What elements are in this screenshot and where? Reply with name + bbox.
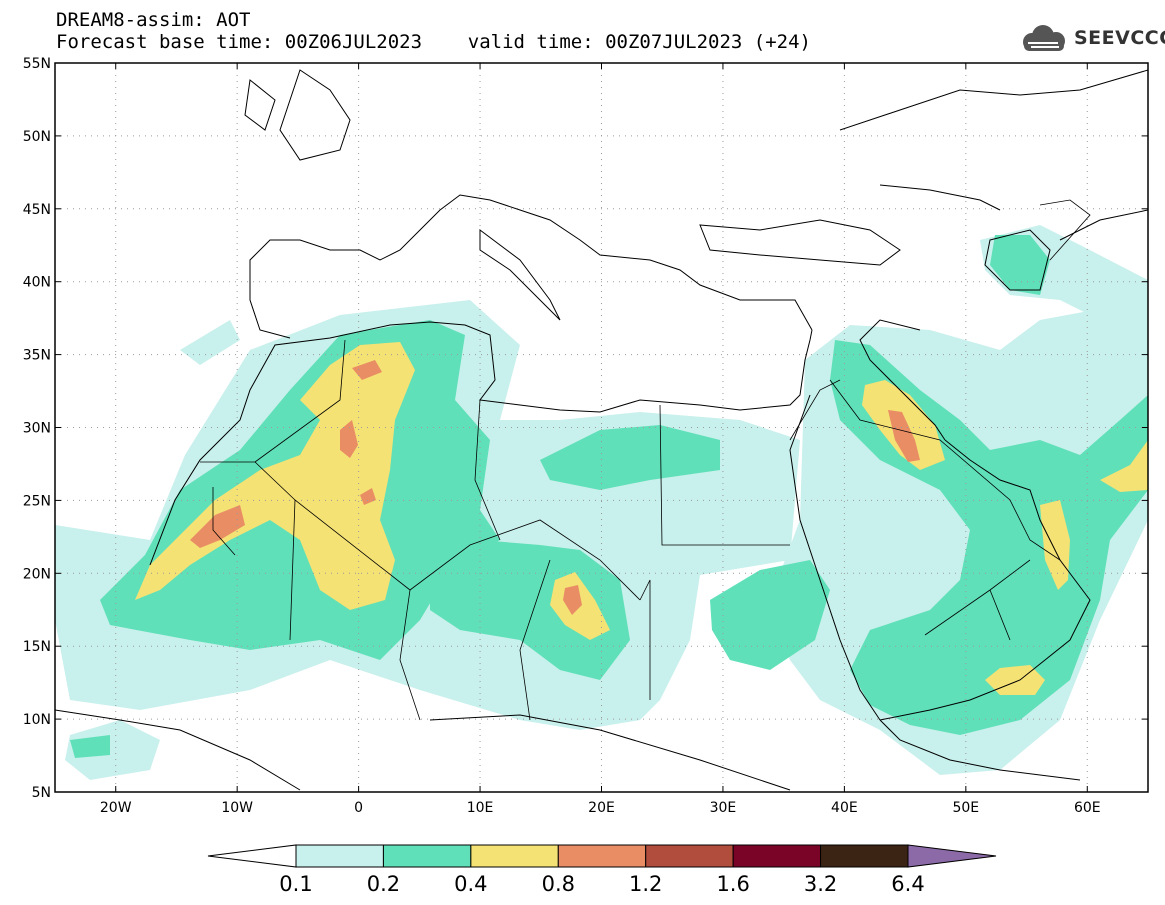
lon-tick-label: 20W: [100, 800, 132, 816]
lat-tick-label: 50N: [23, 129, 51, 145]
colorbar-label: 1.2: [629, 872, 662, 896]
map-title: DREAM8-assim: AOT: [56, 9, 251, 31]
colorbar-bin: [295, 844, 384, 868]
aot-field: [55, 225, 1148, 780]
colorbar-label: 6.4: [891, 872, 924, 896]
lon-tick-label: 10W: [221, 800, 253, 816]
colorbar-bin: [732, 844, 822, 868]
lon-tick-label: 20E: [588, 800, 615, 816]
lat-tick-label: 5N: [32, 785, 51, 801]
forecast-times: Forecast base time: 00Z06JUL2023 valid t…: [56, 31, 811, 53]
country-borders: [200, 199, 1091, 721]
lon-axis: 20W 10W 0 10E 20E 30E 40E 50E 60E: [100, 63, 1101, 816]
colorbar-bin: [645, 844, 734, 868]
colorbar-label: 0.2: [367, 872, 400, 896]
lat-tick-label: 15N: [23, 639, 51, 655]
colorbar-label: 1.6: [716, 872, 749, 896]
colorbar-bin: [820, 844, 909, 868]
colorbar-label: 0.8: [542, 872, 575, 896]
coastlines: [55, 69, 1148, 791]
colorbar-label: 3.2: [804, 872, 837, 896]
lon-tick-label: 10E: [467, 800, 494, 816]
lat-axis: 55N 50N 45N 40N 35N 30N 25N 20N 15N 10N 5N: [23, 56, 1148, 801]
lat-tick-label: 30N: [23, 421, 51, 437]
lat-tick-label: 25N: [23, 493, 51, 509]
lat-tick-label: 55N: [23, 56, 51, 72]
lon-tick-label: 50E: [952, 800, 979, 816]
lat-tick-label: 45N: [23, 202, 51, 218]
cloud-icon: [1023, 25, 1065, 51]
graticule: [55, 63, 1148, 792]
lon-tick-label: 60E: [1074, 800, 1101, 816]
lat-tick-label: 10N: [23, 712, 51, 728]
colorbar-bin: [382, 844, 472, 868]
lon-tick-label: 30E: [710, 800, 737, 816]
colorbar-label: 0.1: [279, 872, 312, 896]
lat-tick-label: 20N: [23, 566, 51, 582]
lon-tick-label: 40E: [831, 800, 858, 816]
colorbar-label: 0.4: [454, 872, 487, 896]
colorbar-bin: [470, 844, 559, 868]
lon-tick-label: 0: [354, 800, 363, 816]
colorbar-lower-triangle: [207, 844, 297, 868]
lat-tick-label: 40N: [23, 275, 51, 291]
aot-level-0-8: [190, 360, 920, 615]
lat-tick-label: 35N: [23, 348, 51, 364]
logo-text: SEEVCCC: [1074, 27, 1165, 49]
colorbar-bin: [557, 844, 647, 868]
colorbar-upper-triangle: [907, 844, 997, 868]
